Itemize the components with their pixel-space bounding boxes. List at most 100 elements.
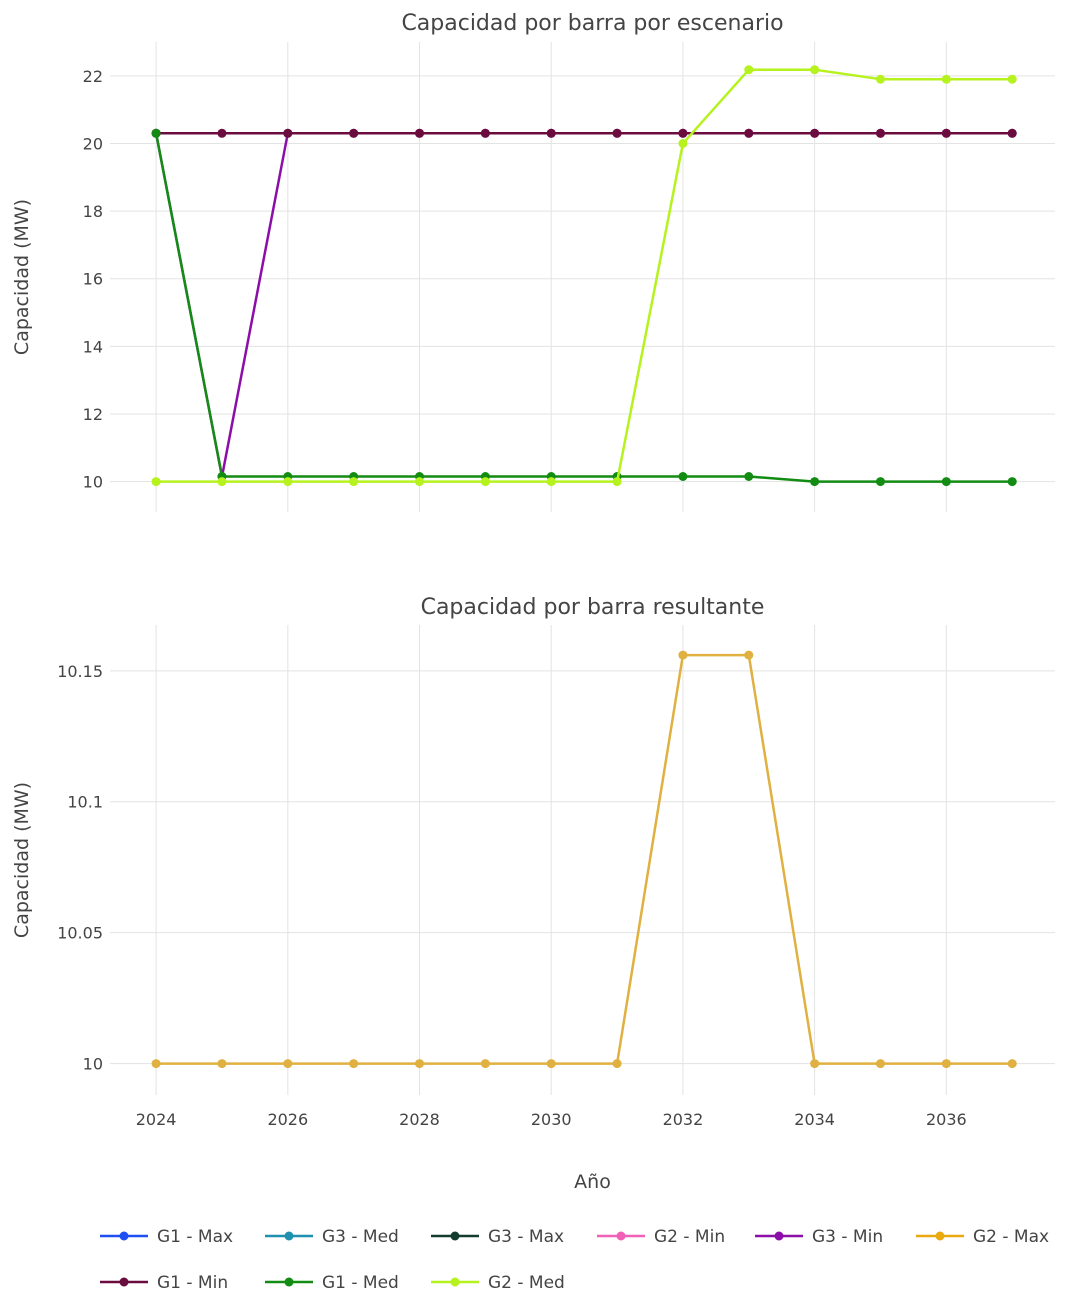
legend-label: G2 - Med: [488, 1273, 565, 1293]
x-axis-label: Año: [574, 1171, 611, 1193]
y-tick-label: 16: [83, 270, 103, 289]
data-point: [415, 128, 425, 138]
legend-label: G3 - Min: [812, 1227, 883, 1247]
y-tick-label: 10.1: [67, 793, 103, 812]
data-point: [744, 128, 754, 138]
data-point: [217, 1059, 227, 1069]
series-line-g2-max: [156, 653, 1013, 1065]
data-point: [678, 128, 688, 138]
legend-item-g1-max[interactable]: G1 - Max: [100, 1227, 233, 1247]
y-tick-label: 22: [83, 67, 103, 86]
data-point: [744, 650, 754, 660]
data-point: [875, 477, 885, 487]
data-point: [941, 128, 951, 138]
data-point: [217, 477, 227, 487]
legend-label: G1 - Min: [157, 1273, 228, 1293]
legend: G1 - Max G3 - Med G3 - Max G2 - Min G3 - Min…: [100, 1227, 1049, 1293]
data-point: [875, 1059, 885, 1069]
legend-marker: [616, 1231, 626, 1241]
chart-panel-2: Capacidad por barra resultante 10 10.05 10.…: [11, 595, 1055, 1193]
data-point: [678, 471, 688, 481]
data-point: [810, 1059, 820, 1069]
data-point: [744, 471, 754, 481]
y-axis-label: Capacidad (MW): [11, 782, 33, 938]
y-tick-label: 10: [83, 473, 103, 492]
data-point: [546, 477, 556, 487]
data-point: [283, 128, 293, 138]
legend-label: G3 - Med: [322, 1227, 399, 1247]
y-tick-label: 18: [83, 202, 103, 221]
data-point: [1007, 1059, 1017, 1069]
legend-item-g1-min[interactable]: G1 - Min: [100, 1273, 228, 1293]
data-point: [612, 1059, 622, 1069]
legend-item-g2-med[interactable]: G2 - Med: [431, 1273, 565, 1293]
legend-item-g2-max[interactable]: G2 - Max: [916, 1227, 1049, 1247]
series-g3-min: [151, 128, 1017, 481]
data-point: [744, 65, 754, 75]
data-point: [810, 477, 820, 487]
data-point: [678, 650, 688, 660]
y-tick-label: 12: [83, 405, 103, 424]
data-point: [283, 477, 293, 487]
series-line-g2-med: [156, 68, 1013, 483]
data-point: [151, 1059, 161, 1069]
data-point: [941, 74, 951, 84]
series-line-g3-min: [154, 132, 1013, 478]
data-point: [1007, 128, 1017, 138]
legend-marker: [284, 1231, 294, 1241]
data-point: [1007, 74, 1017, 84]
data-point: [810, 65, 820, 75]
legend-item-g2-min[interactable]: G2 - Min: [597, 1227, 725, 1247]
y-tick-label: 14: [83, 337, 103, 356]
data-point: [283, 1059, 293, 1069]
data-point: [875, 74, 885, 84]
data-point: [546, 128, 556, 138]
chart-title: Capacidad por barra por escenario: [401, 11, 783, 36]
series-g2-med: [151, 65, 1017, 487]
data-point: [678, 138, 688, 148]
data-point: [415, 1059, 425, 1069]
data-point: [546, 1059, 556, 1069]
data-point: [875, 128, 885, 138]
data-point: [349, 128, 359, 138]
data-point: [810, 128, 820, 138]
series-g1-med: [151, 128, 1017, 487]
x-tick-label: 2024: [136, 1110, 177, 1129]
legend-item-g1-med[interactable]: G1 - Med: [265, 1273, 399, 1293]
legend-label: G2 - Max: [973, 1227, 1049, 1247]
data-point: [1007, 477, 1017, 487]
legend-item-g3-med[interactable]: G3 - Med: [265, 1227, 399, 1247]
legend-marker: [450, 1277, 460, 1287]
chart-panel-1: Capacidad por barra por escenario 10 12 14 1…: [11, 11, 1055, 512]
legend-marker: [774, 1231, 784, 1241]
data-point: [217, 128, 227, 138]
legend-item-g3-min[interactable]: G3 - Min: [755, 1227, 883, 1247]
y-axis-label: Capacidad (MW): [11, 199, 33, 355]
y-tick-label: 20: [83, 134, 103, 153]
legend-marker: [119, 1231, 129, 1241]
x-tick-label: 2036: [926, 1110, 967, 1129]
legend-marker: [284, 1277, 294, 1287]
data-point: [349, 1059, 359, 1069]
y-tick-label: 10: [83, 1055, 103, 1074]
data-point: [349, 477, 359, 487]
data-point: [151, 128, 161, 138]
x-tick-label: 2034: [794, 1110, 835, 1129]
x-tick-label: 2026: [267, 1110, 308, 1129]
y-tick-label: 10.15: [57, 662, 103, 681]
data-point: [480, 1059, 490, 1069]
legend-item-g3-max[interactable]: G3 - Max: [431, 1227, 564, 1247]
y-tick-label: 10.05: [57, 924, 103, 943]
legend-label: G2 - Min: [654, 1227, 725, 1247]
legend-marker: [450, 1231, 460, 1241]
data-point: [415, 477, 425, 487]
data-point: [612, 128, 622, 138]
data-point: [941, 477, 951, 487]
chart-title: Capacidad por barra resultante: [421, 595, 765, 620]
legend-marker: [935, 1231, 945, 1241]
x-tick-label: 2030: [531, 1110, 572, 1129]
legend-label: G1 - Med: [322, 1273, 399, 1293]
data-point: [612, 477, 622, 487]
